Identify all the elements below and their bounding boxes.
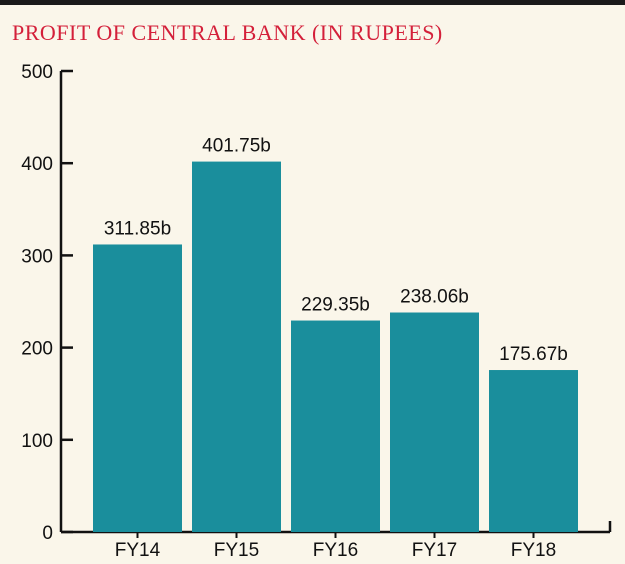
data-label-FY18: 175.67b: [499, 344, 568, 365]
bar-FY18: [489, 370, 578, 532]
x-tick-label-FY16: FY16: [313, 540, 358, 561]
data-label-FY17: 238.06b: [400, 287, 469, 308]
top-rule: [0, 0, 625, 5]
y-tick-label-400: 400: [21, 154, 53, 175]
bar-FY15: [192, 161, 281, 533]
chart-title: PROFIT OF CENTRAL BANK (IN RUPEES): [12, 20, 443, 45]
x-tick-label-FY18: FY18: [511, 540, 556, 561]
y-tick-label-300: 300: [21, 246, 53, 267]
bar-FY17: [390, 312, 479, 532]
y-tick-label-200: 200: [21, 339, 53, 360]
bar-FY14: [93, 244, 182, 532]
y-tick-label-500: 500: [21, 62, 53, 83]
x-tick-label-FY14: FY14: [115, 540, 161, 561]
y-tick-label-100: 100: [21, 431, 53, 452]
x-tick-label-FY15: FY15: [214, 540, 259, 561]
data-label-FY14: 311.85b: [104, 218, 171, 239]
data-label-FY16: 229.35b: [301, 295, 370, 316]
bar-FY16: [291, 320, 380, 532]
data-label-FY15: 401.75b: [202, 136, 271, 157]
y-tick-label-0: 0: [42, 523, 53, 544]
x-tick-label-FY17: FY17: [412, 540, 457, 561]
